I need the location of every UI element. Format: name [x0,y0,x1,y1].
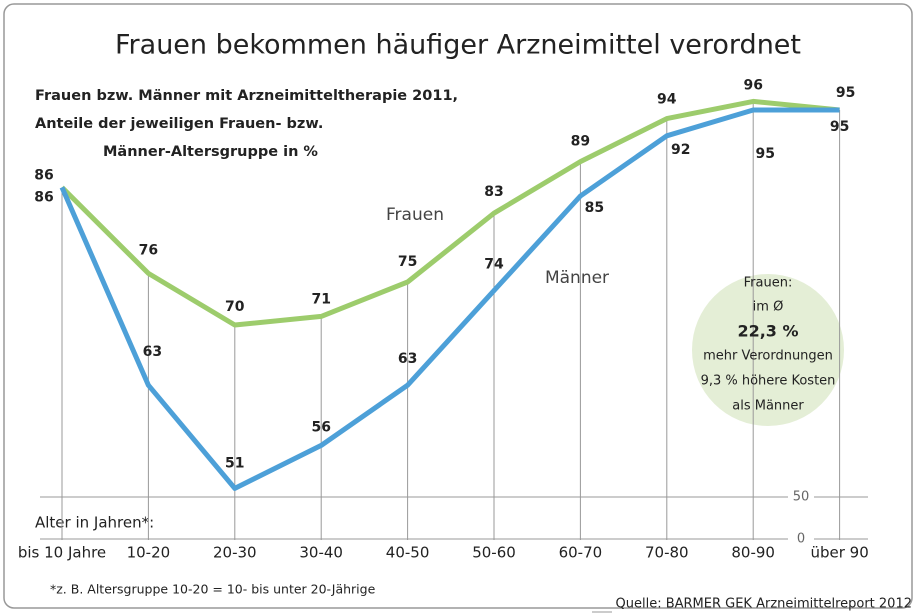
x-tick-label: 40-50 [386,544,430,562]
x-tick-label: 20-30 [213,544,257,562]
value-label: 63 [398,351,417,367]
x-tick-label: 30-40 [299,544,343,562]
subtitle: Männer-Altersgruppe in % [103,144,318,160]
x-tick-label: 70-80 [645,544,689,562]
annotation: im Ø [753,300,784,315]
x-tick-label: bis 10 Jahre [18,544,106,562]
value-label: 86 [34,167,53,183]
y-tick-label: 0 [797,532,805,547]
series-line [59,107,840,491]
annotation: Frauen: [744,276,793,291]
annotation-circle [692,274,844,426]
chart-title: Frauen bekommen häufiger Arzneimittel ve… [115,30,801,61]
value-label: 95 [830,119,849,135]
value-label: 75 [398,254,417,270]
y-tick-label: 50 [793,490,810,505]
x-axis-label: Alter in Jahren*: [35,514,154,532]
annotation: 22,3 % [737,322,798,341]
frame [3,3,913,609]
x-tick-label: 60-70 [559,544,603,562]
series-name: Frauen [386,205,444,225]
value-label: 86 [34,189,53,205]
value-label: 71 [311,291,330,307]
value-label: 74 [484,257,504,273]
series-name: Männer [545,268,609,288]
value-label: 85 [585,200,604,216]
x-tick-label: über 90 [810,544,868,562]
value-label: 56 [311,419,330,435]
value-label: 63 [143,344,162,360]
value-label: 94 [657,92,677,108]
subtitle: Anteile der jeweiligen Frauen- bzw. [35,116,323,132]
x-tick-label: 10-20 [127,544,171,562]
value-label: 92 [671,142,690,158]
annotation: als Männer [732,399,804,414]
footnote: *z. B. Altersgruppe 10-20 = 10- bis unte… [50,582,376,597]
series-line [60,98,840,328]
value-label: 51 [225,455,244,471]
value-label: 95 [836,85,855,101]
source: Quelle: BARMER GEK Arzneimittelreport 20… [616,597,913,612]
value-label: 89 [571,134,590,150]
annotation: 9,3 % höhere Kosten [701,374,836,389]
x-tick-label: 50-60 [472,544,516,562]
value-label: 76 [139,242,158,258]
x-tick-label: 80-90 [731,544,775,562]
annotation: mehr Verordnungen [703,349,833,364]
value-label: 83 [484,184,503,200]
value-label: 70 [225,299,245,315]
subtitle: Frauen bzw. Männer mit Arzneimittelthera… [35,88,458,104]
value-label: 95 [755,146,774,162]
value-label: 96 [743,77,762,93]
